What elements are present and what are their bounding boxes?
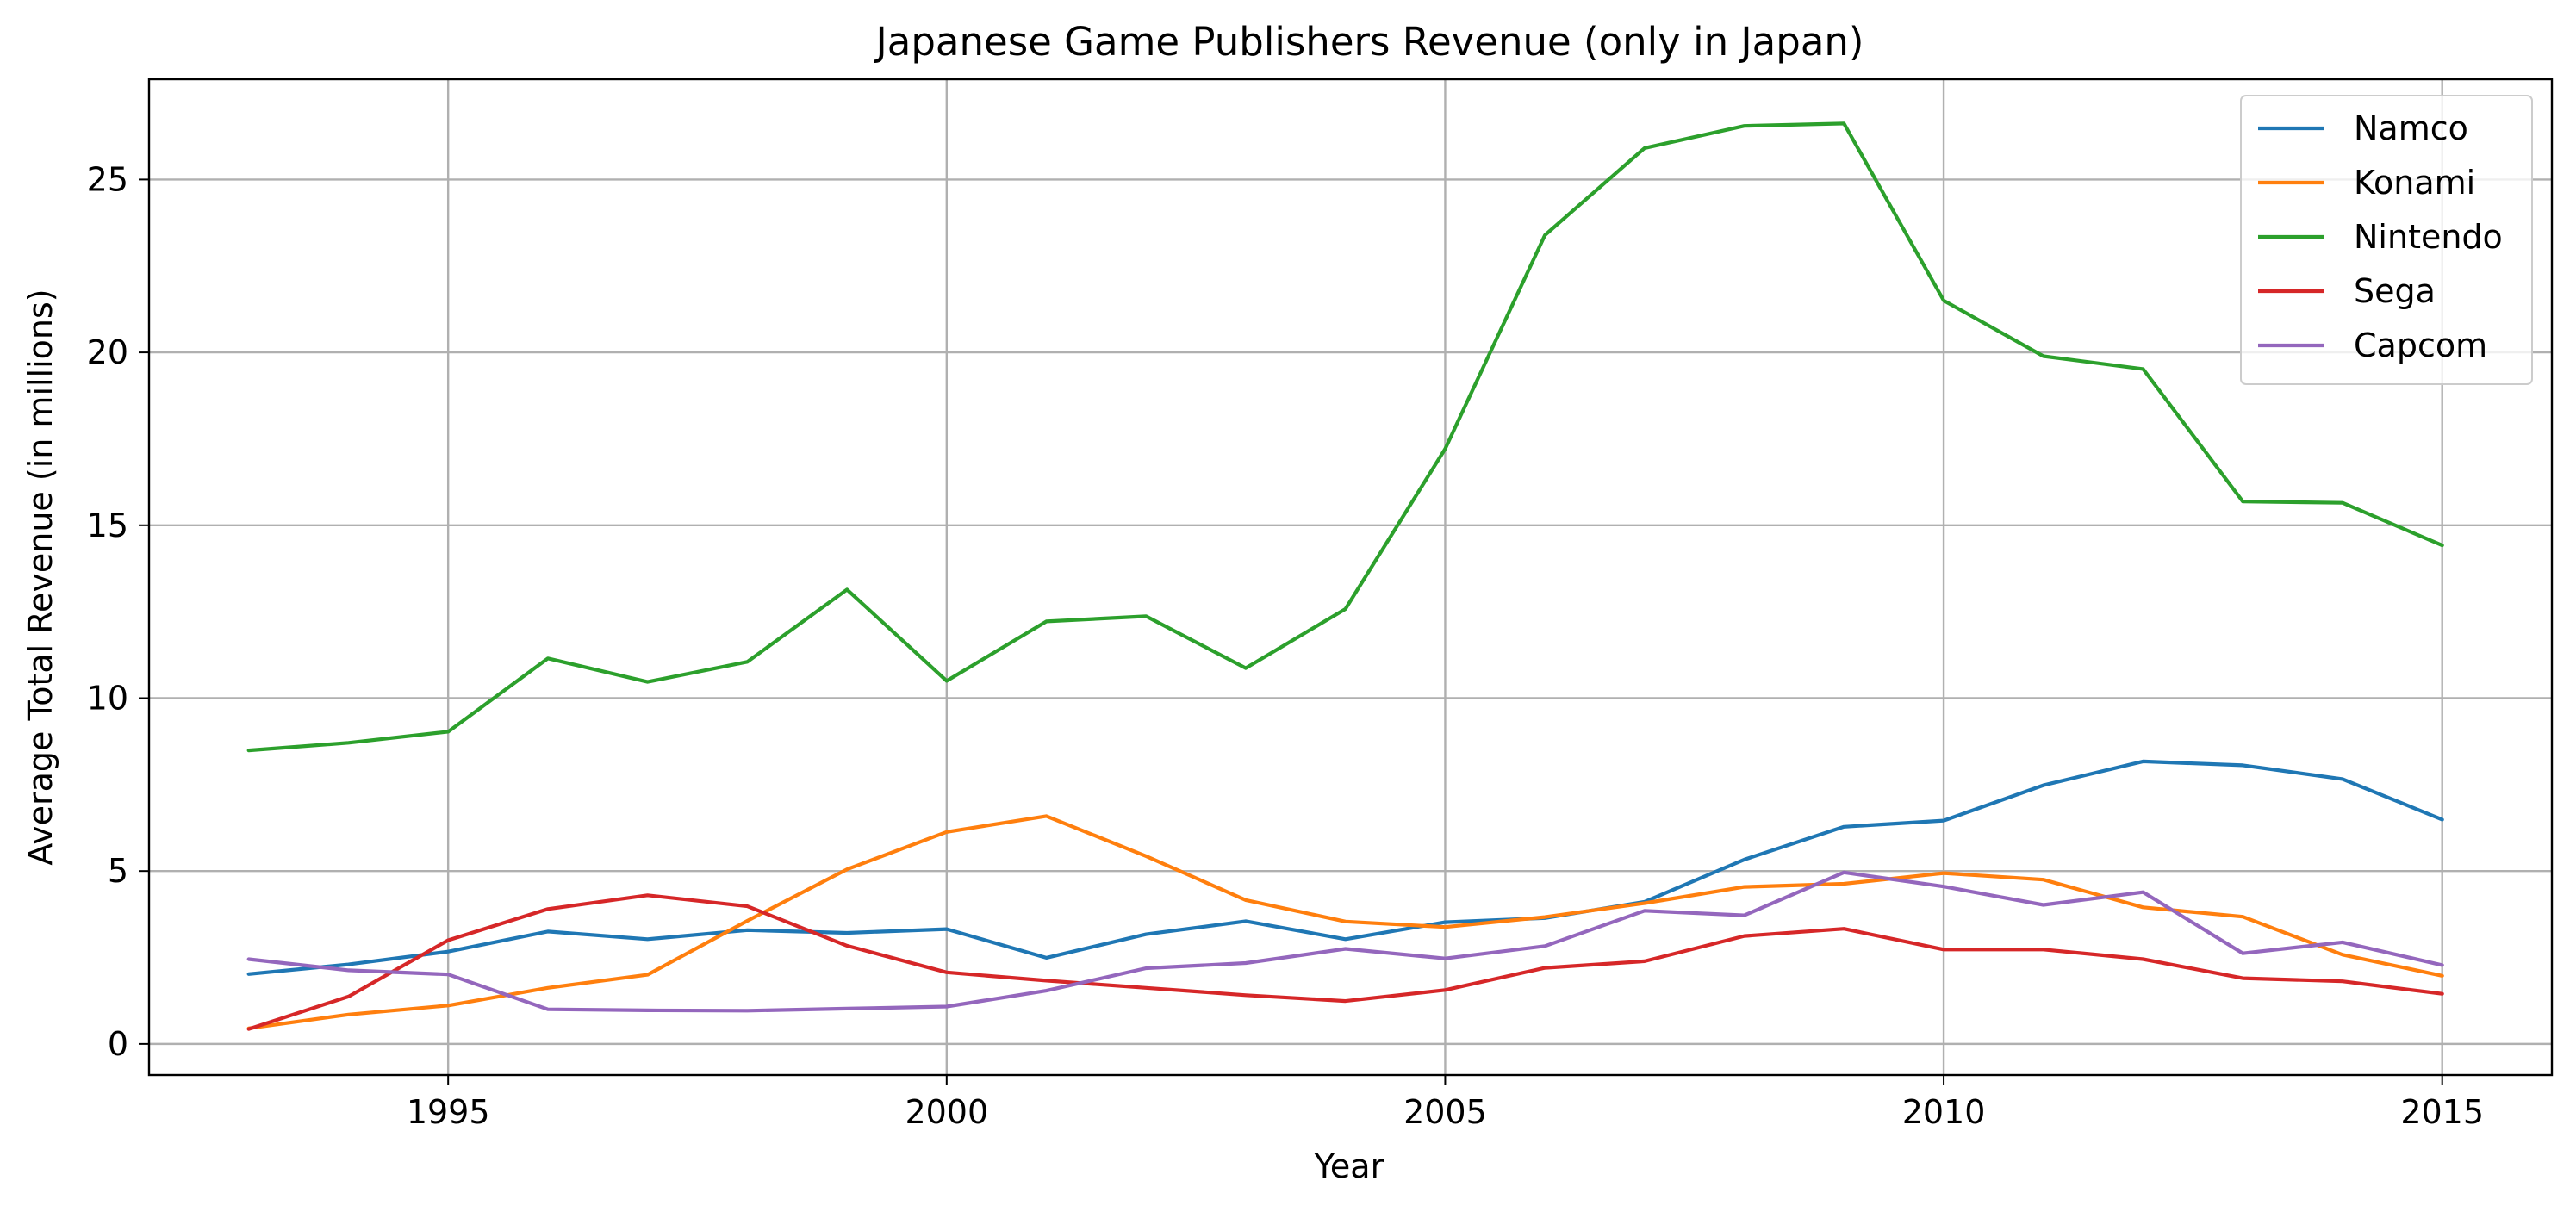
legend-label-nintendo: Nintendo xyxy=(2354,218,2503,256)
y-tick-label: 20 xyxy=(87,333,128,371)
series-line-capcom xyxy=(246,870,2444,1013)
series-lines xyxy=(246,121,2444,1031)
x-tick-label: 2000 xyxy=(905,1093,988,1131)
legend-label-sega: Sega xyxy=(2354,272,2436,310)
y-tick-label: 10 xyxy=(87,679,128,717)
series-line-nintendo xyxy=(246,121,2444,753)
y-axis-label: Average Total Revenue (in millions) xyxy=(22,289,59,865)
legend-label-namco: Namco xyxy=(2354,109,2468,147)
axis-ticks: 1995 2000 2005 2010 2015 0 5 10 15 20 25 xyxy=(87,160,2484,1131)
x-tick-label: 2005 xyxy=(1403,1093,1487,1131)
y-tick-label: 25 xyxy=(87,160,128,198)
y-tick-label: 5 xyxy=(108,852,128,890)
legend-label-konami: Konami xyxy=(2354,164,2475,202)
series-line-namco xyxy=(246,759,2444,976)
y-tick-label: 0 xyxy=(108,1025,128,1063)
x-tick-label: 1995 xyxy=(407,1093,490,1131)
legend-label-capcom: Capcom xyxy=(2354,326,2487,364)
x-tick-label: 2015 xyxy=(2400,1093,2484,1131)
x-axis-label: Year xyxy=(1314,1147,1384,1185)
chart-title: Japanese Game Publishers Revenue (only i… xyxy=(874,19,1864,65)
series-line-konami xyxy=(246,814,2444,1030)
plot-frame xyxy=(147,78,2554,1077)
x-tick-label: 2010 xyxy=(1902,1093,1986,1131)
legend: Namco Konami Nintendo Sega Capcom xyxy=(2240,95,2533,385)
legend-box xyxy=(2240,95,2533,385)
grid xyxy=(149,79,2552,1075)
y-tick-label: 15 xyxy=(87,507,128,544)
series-line-sega xyxy=(246,893,2444,1031)
